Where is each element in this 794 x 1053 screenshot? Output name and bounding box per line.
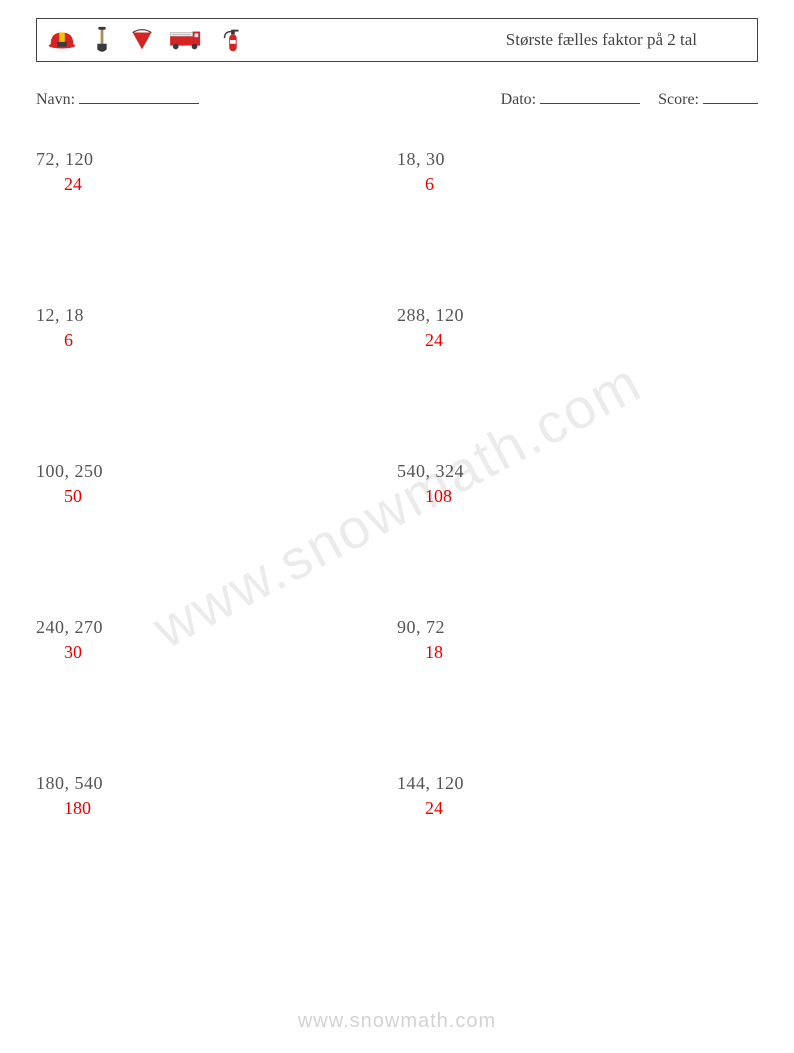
score-blank — [703, 88, 758, 104]
problem-text: 288, 120 — [397, 305, 758, 326]
problem-row: 12, 18 6 288, 120 24 — [36, 305, 758, 351]
name-label: Navn: — [36, 91, 75, 108]
answer-text: 108 — [425, 486, 758, 507]
answer-text: 18 — [425, 642, 758, 663]
problem-text: 100, 250 — [36, 461, 397, 482]
answer-text: 24 — [64, 174, 397, 195]
problem-cell: 72, 120 24 — [36, 149, 397, 195]
problem-text: 540, 324 — [397, 461, 758, 482]
worksheet-header: Største fælles faktor på 2 tal — [36, 18, 758, 62]
fire-truck-icon — [167, 25, 207, 55]
name-blank — [79, 88, 199, 104]
answer-text: 50 — [64, 486, 397, 507]
problem-cell: 288, 120 24 — [397, 305, 758, 351]
header-icons — [47, 25, 247, 55]
problem-cell: 180, 540 180 — [36, 773, 397, 819]
answer-text: 180 — [64, 798, 397, 819]
problem-text: 90, 72 — [397, 617, 758, 638]
shovel-icon — [87, 25, 117, 55]
fire-extinguisher-icon — [217, 25, 247, 55]
problem-cell: 90, 72 18 — [397, 617, 758, 663]
problem-text: 240, 270 — [36, 617, 397, 638]
water-bucket-icon — [127, 25, 157, 55]
problem-row: 100, 250 50 540, 324 108 — [36, 461, 758, 507]
problem-cell: 540, 324 108 — [397, 461, 758, 507]
problem-row: 72, 120 24 18, 30 6 — [36, 149, 758, 195]
problem-row: 240, 270 30 90, 72 18 — [36, 617, 758, 663]
problem-text: 180, 540 — [36, 773, 397, 794]
answer-text: 6 — [425, 174, 758, 195]
answer-text: 30 — [64, 642, 397, 663]
answer-text: 24 — [425, 330, 758, 351]
date-label: Dato: — [501, 91, 537, 108]
problem-cell: 12, 18 6 — [36, 305, 397, 351]
problem-cell: 18, 30 6 — [397, 149, 758, 195]
problem-text: 72, 120 — [36, 149, 397, 170]
problem-cell: 240, 270 30 — [36, 617, 397, 663]
footer-text: www.snowmath.com — [0, 1010, 794, 1033]
worksheet-title: Største fælles faktor på 2 tal — [506, 30, 697, 50]
problem-row: 180, 540 180 144, 120 24 — [36, 773, 758, 819]
date-blank — [540, 88, 640, 104]
problems-grid: 72, 120 24 18, 30 6 12, 18 6 288, 120 24… — [36, 149, 758, 819]
answer-text: 6 — [64, 330, 397, 351]
problem-text: 12, 18 — [36, 305, 397, 326]
score-label: Score: — [658, 91, 699, 108]
problem-cell: 144, 120 24 — [397, 773, 758, 819]
problem-cell: 100, 250 50 — [36, 461, 397, 507]
meta-row: Navn: Dato: Score: — [36, 88, 758, 109]
problem-text: 18, 30 — [397, 149, 758, 170]
answer-text: 24 — [425, 798, 758, 819]
firefighter-helmet-icon — [47, 25, 77, 55]
problem-text: 144, 120 — [397, 773, 758, 794]
